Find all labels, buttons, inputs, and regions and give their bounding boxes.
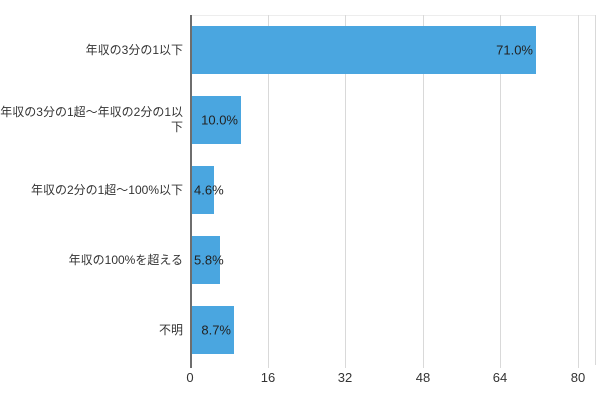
category-label: 年収の3分の1超〜年収の2分の1以下 <box>0 105 183 134</box>
x-tick-label: 64 <box>492 370 508 385</box>
bar-value-label: 5.8% <box>194 252 224 268</box>
category-label: 年収の3分の1以下 <box>85 42 183 57</box>
bar-value-label: 10.0% <box>201 112 238 128</box>
category-label: 年収の2分の1超〜100%以下 <box>30 182 183 197</box>
plot-area: 71.0% 10.0% 4.6% 5.8% 8.7% <box>190 15 596 368</box>
plot-top-border <box>190 15 596 16</box>
plot-right-border <box>595 15 596 365</box>
x-axis-zero-line <box>190 15 192 368</box>
category-label: 年収の100%を超える <box>68 252 183 267</box>
bar: 5.8% <box>192 236 224 284</box>
grid-line <box>268 15 269 368</box>
bar-value-label: 4.6% <box>194 182 224 198</box>
grid-line <box>578 15 579 368</box>
x-tick-label: 16 <box>260 370 276 385</box>
x-tick-label: 48 <box>415 370 431 385</box>
bar: 71.0% <box>192 26 536 74</box>
bar-value-label: 8.7% <box>201 322 231 338</box>
x-tick-label: 32 <box>337 370 353 385</box>
bar: 4.6% <box>192 166 224 214</box>
grid-line <box>423 15 424 368</box>
bar-value-label: 71.0% <box>496 42 533 58</box>
grid-line <box>500 15 501 368</box>
bar: 8.7% <box>192 306 234 354</box>
bar: 10.0% <box>192 96 241 144</box>
category-label: 不明 <box>158 322 183 337</box>
grid-line <box>345 15 346 368</box>
x-tick-label: 80 <box>570 370 586 385</box>
x-tick-label: 0 <box>186 370 194 385</box>
